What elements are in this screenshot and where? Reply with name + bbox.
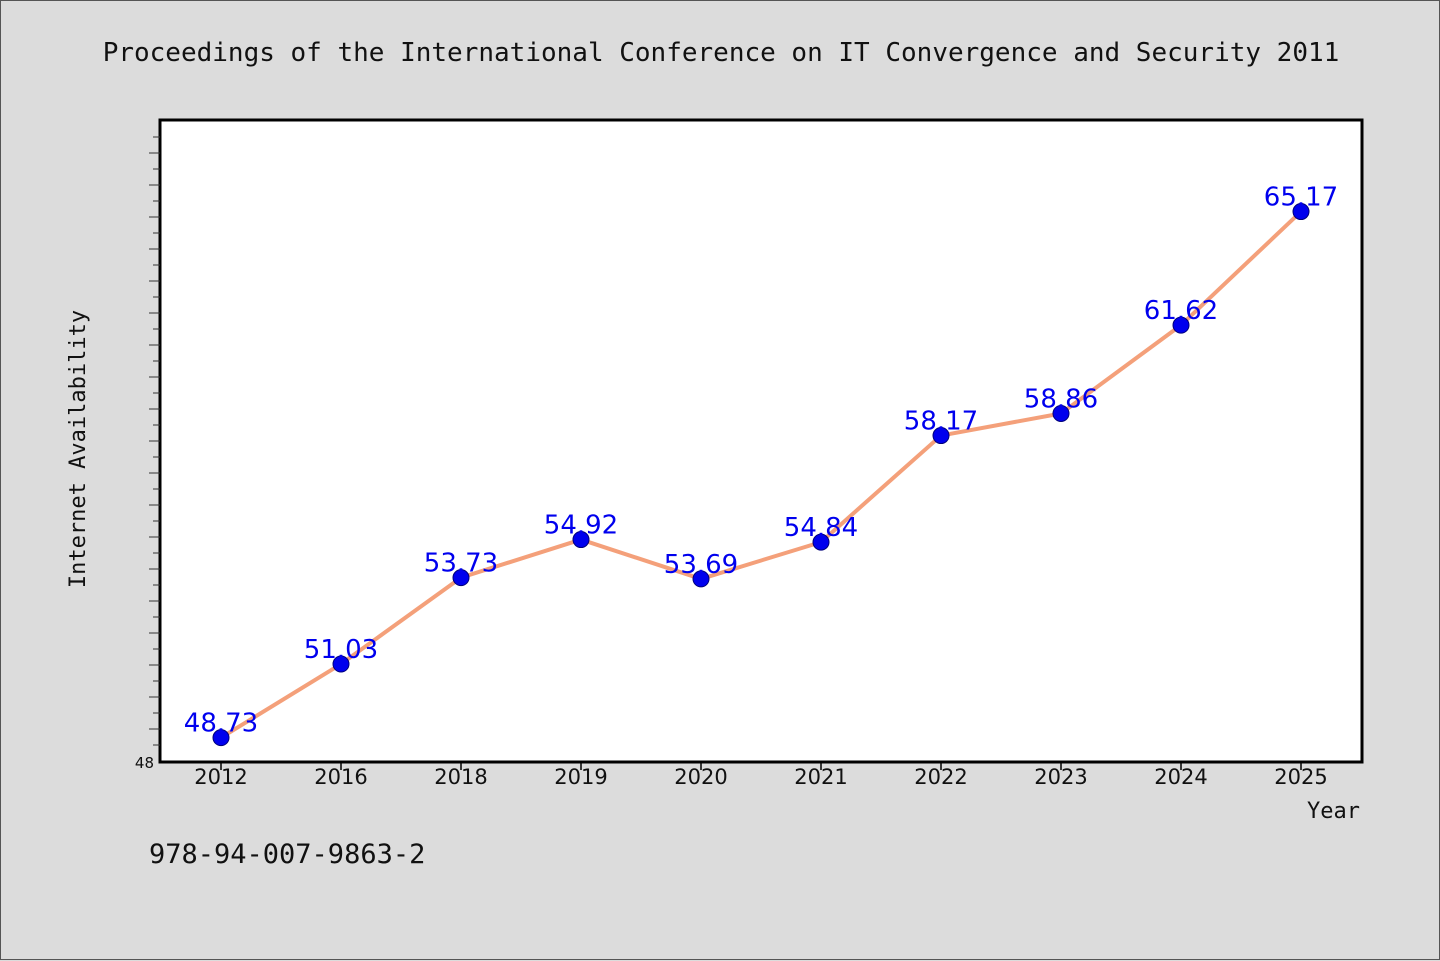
data-label: 65.17 [1264, 183, 1338, 213]
x-tick-label: 2023 [1034, 765, 1087, 789]
x-tick-label: 2025 [1274, 765, 1327, 789]
chart-title: Proceedings of the International Confere… [103, 38, 1340, 68]
x-tick-label: 2012 [194, 765, 247, 789]
y-axis-min-label: 48 [135, 754, 154, 772]
data-point [1052, 404, 1070, 422]
data-label: 54.92 [544, 511, 618, 541]
data-label: 53.73 [424, 549, 498, 579]
x-tick-label: 2019 [554, 765, 607, 789]
x-tick-label: 2020 [674, 765, 727, 789]
data-label: 58.17 [904, 407, 978, 437]
x-axis-label: Year [1307, 799, 1360, 824]
data-labels: 48.73 51.03 53.73 54.92 53.69 54.84 58.17 58.86… [184, 183, 1338, 739]
data-label: 61.62 [1144, 296, 1218, 326]
x-tick-label: 2016 [314, 765, 367, 789]
data-point [812, 533, 830, 551]
series-line [219, 210, 1303, 740]
isbn-footer: 978-94-007-9863-2 [149, 839, 425, 870]
x-tick-label: 2021 [794, 765, 847, 789]
data-point [452, 569, 470, 587]
plot-area [158, 118, 1364, 764]
data-points [212, 203, 1310, 747]
data-label: 51.03 [304, 635, 378, 665]
data-point [932, 427, 950, 445]
data-point [572, 531, 590, 549]
y-axis-label: Internet Availability [66, 310, 91, 588]
x-tick-label: 2022 [914, 765, 967, 789]
x-axis-ticks: 2012 2016 2018 2019 2020 2021 2022 2023 2024 2025 [194, 762, 1328, 789]
data-label: 58.86 [1024, 384, 1098, 414]
data-point [212, 729, 230, 747]
data-point [1292, 203, 1310, 221]
data-point [692, 570, 710, 588]
x-tick-label: 2018 [434, 765, 487, 789]
data-label: 48.73 [184, 709, 258, 739]
data-point [332, 655, 350, 673]
data-label: 54.84 [784, 513, 858, 543]
y-axis-ticks [149, 136, 160, 746]
data-label: 53.69 [664, 550, 738, 580]
data-point [1172, 316, 1190, 334]
x-tick-label: 2024 [1154, 765, 1207, 789]
